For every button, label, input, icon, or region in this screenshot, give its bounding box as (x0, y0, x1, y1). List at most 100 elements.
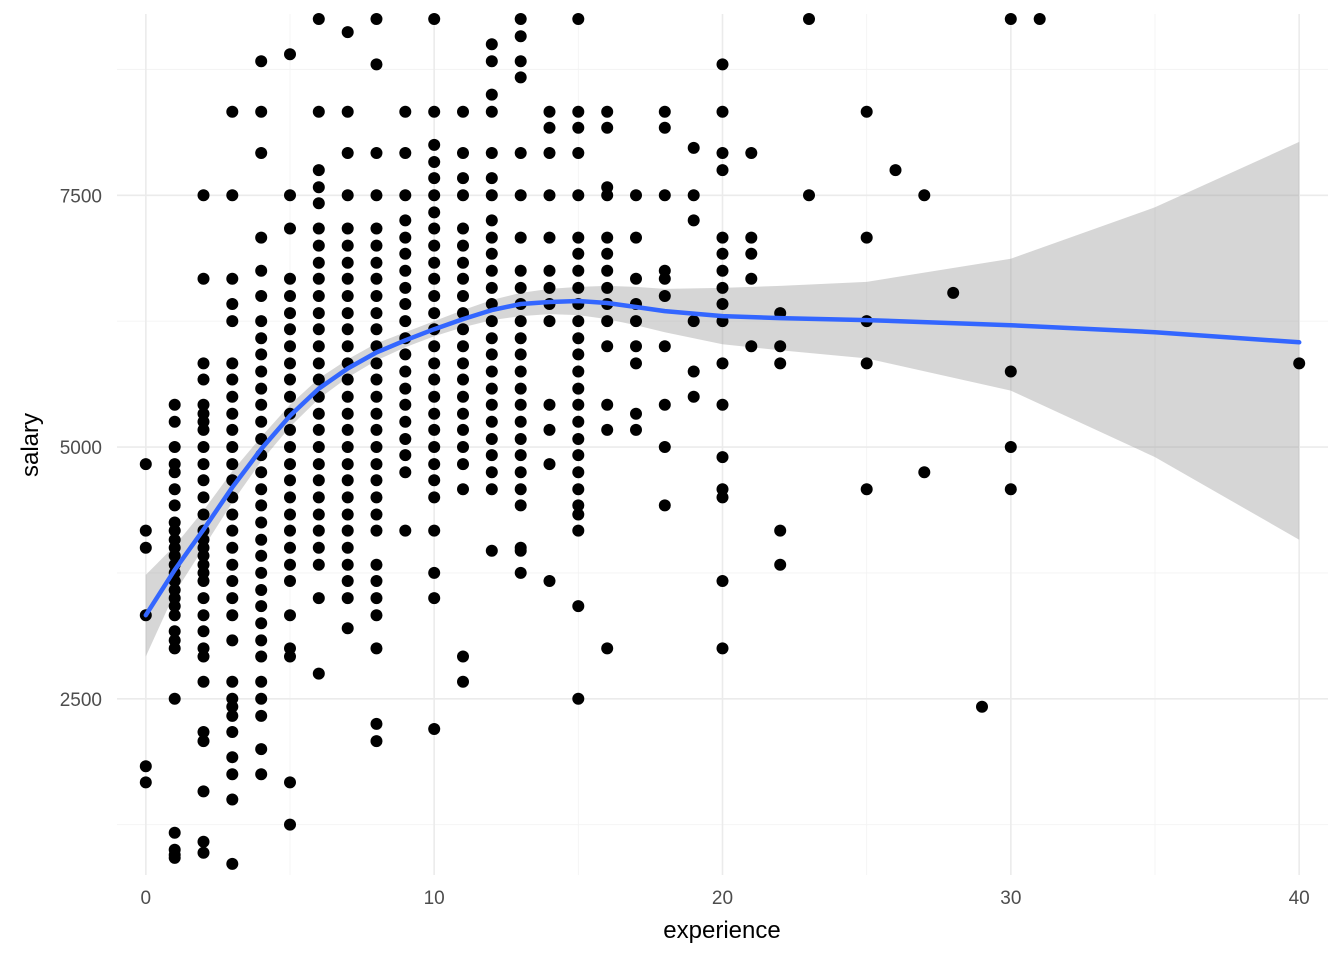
data-point (341, 323, 354, 336)
data-point (716, 231, 729, 244)
data-point (543, 231, 556, 244)
data-point (139, 524, 152, 537)
data-point (543, 398, 556, 411)
data-point (312, 272, 325, 285)
data-point (428, 340, 441, 353)
data-point (312, 441, 325, 453)
data-point (370, 441, 383, 453)
data-point (572, 524, 585, 537)
data-point (716, 398, 729, 411)
data-point (514, 398, 527, 411)
data-point (168, 499, 181, 512)
data-point (687, 141, 700, 154)
data-point (543, 281, 556, 294)
data-point (197, 609, 210, 622)
data-point (572, 382, 585, 395)
data-point (197, 189, 210, 202)
data-point (255, 634, 268, 647)
data-point (197, 675, 210, 688)
data-point (485, 88, 498, 101)
data-point (341, 290, 354, 302)
data-point (255, 675, 268, 688)
data-point (226, 793, 239, 806)
data-point (716, 105, 729, 118)
x-axis-ticks: 0 10 20 30 40 (141, 888, 1310, 909)
data-point (514, 264, 527, 277)
data-point (457, 650, 469, 663)
data-point (226, 407, 239, 420)
data-point (428, 566, 441, 579)
data-point (341, 272, 354, 285)
data-point (312, 423, 325, 436)
data-point (543, 264, 556, 277)
data-point (370, 717, 383, 730)
data-point (514, 332, 527, 345)
data-point (312, 13, 325, 25)
data-point (168, 483, 181, 496)
data-point (572, 600, 585, 613)
data-point (255, 584, 268, 596)
data-point (457, 390, 469, 403)
data-point (312, 491, 325, 504)
data-point (485, 415, 498, 428)
data-point (687, 390, 700, 403)
data-point (312, 592, 325, 605)
data-point (255, 483, 268, 496)
x-tick-label: 0 (141, 888, 152, 909)
data-point (226, 315, 239, 328)
data-point (370, 423, 383, 436)
data-point (428, 474, 441, 487)
data-point (428, 239, 441, 252)
data-point (543, 121, 556, 134)
data-point (543, 315, 556, 328)
data-point (197, 357, 210, 370)
data-point (370, 524, 383, 537)
data-point (428, 272, 441, 285)
data-point (312, 239, 325, 252)
data-point (255, 692, 268, 705)
data-point (197, 272, 210, 285)
data-point (341, 622, 354, 635)
data-point (197, 474, 210, 487)
data-point (197, 373, 210, 386)
data-point (399, 524, 412, 537)
data-points (139, 13, 1306, 870)
data-point (601, 642, 614, 655)
data-point (457, 290, 469, 302)
data-point (514, 483, 527, 496)
data-point (370, 735, 383, 748)
data-point (370, 189, 383, 202)
data-point (255, 398, 268, 411)
data-point (399, 382, 412, 395)
data-point (543, 458, 556, 471)
data-point (630, 315, 642, 328)
x-tick-label: 40 (1289, 888, 1310, 909)
data-point (572, 332, 585, 345)
data-point (255, 768, 268, 781)
data-point (341, 373, 354, 386)
data-point (774, 357, 787, 370)
data-point (514, 281, 527, 294)
data-point (658, 105, 671, 118)
data-point (428, 723, 441, 735)
data-point (716, 58, 729, 71)
data-point (284, 818, 296, 831)
data-point (370, 575, 383, 587)
data-point (457, 340, 469, 353)
data-point (601, 121, 614, 134)
data-point (284, 357, 296, 370)
data-point (370, 642, 383, 655)
data-point (168, 524, 181, 537)
data-point (601, 264, 614, 277)
data-point (168, 415, 181, 428)
data-point (485, 382, 498, 395)
data-point (572, 315, 585, 328)
data-point (514, 365, 527, 378)
data-point (687, 365, 700, 378)
data-point (370, 307, 383, 320)
data-point (428, 423, 441, 436)
data-point (485, 398, 498, 411)
data-point (745, 272, 758, 285)
data-point (284, 458, 296, 471)
